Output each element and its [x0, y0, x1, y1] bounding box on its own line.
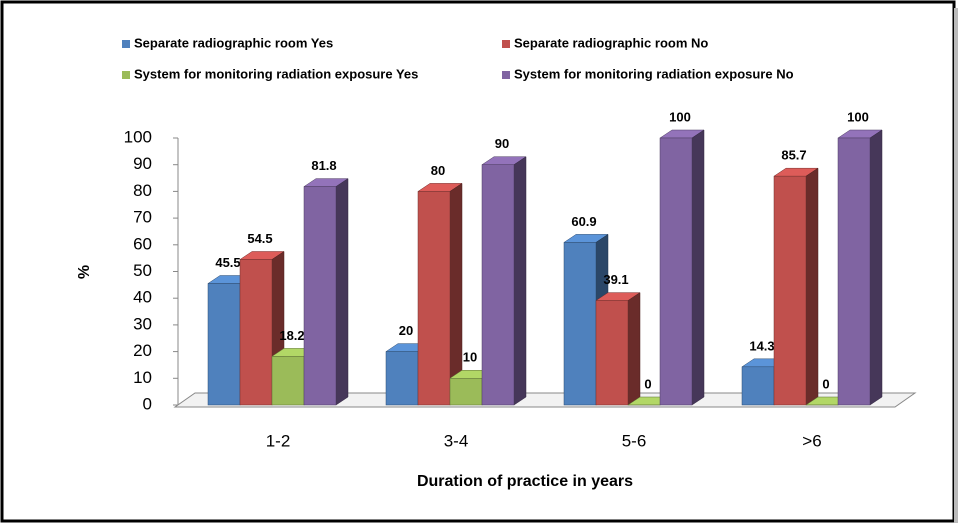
value-label: 20: [399, 323, 413, 338]
y-tick-label: 0: [143, 394, 152, 413]
y-tick-label: 50: [133, 261, 152, 280]
bar: [563, 242, 597, 406]
bar: [417, 191, 451, 406]
bar: [659, 137, 693, 406]
value-label: 45.5: [215, 255, 240, 270]
bar-side: [869, 129, 883, 406]
x-tick-label: >6: [802, 431, 821, 450]
bar-side: [513, 156, 527, 406]
y-tick-label: 80: [133, 181, 152, 200]
y-tick-label: 10: [133, 368, 152, 387]
bar: [207, 283, 241, 406]
bar-side: [627, 292, 641, 406]
y-tick-label: 90: [133, 154, 152, 173]
legend-label: Separate radiographic room Yes: [134, 35, 333, 50]
legend-label: System for monitoring radiation exposure…: [514, 66, 794, 81]
y-tick-label: 30: [133, 314, 152, 333]
bar: [741, 366, 775, 406]
value-label: 100: [847, 109, 869, 124]
value-label: 10: [463, 350, 477, 365]
value-label: 18.2: [279, 328, 304, 343]
value-label: 39.1: [603, 272, 628, 287]
y-tick-label: 60: [133, 234, 152, 253]
bar-side: [805, 167, 819, 406]
x-tick-label: 1-2: [266, 431, 291, 450]
bar-side: [691, 129, 705, 406]
x-tick-label: 3-4: [444, 431, 469, 450]
bar: [271, 356, 305, 406]
legend-swatch: [122, 71, 130, 79]
legend-label: Separate radiographic room No: [514, 35, 708, 50]
value-label: 60.9: [571, 214, 596, 229]
bar: [837, 137, 871, 406]
x-tick-label: 5-6: [622, 431, 647, 450]
bar: [449, 378, 483, 406]
legend-swatch: [122, 40, 130, 48]
x-axis-title: Duration of practice in years: [417, 473, 633, 490]
bar: [481, 164, 515, 406]
value-label: 0: [644, 376, 651, 391]
bar: [303, 186, 337, 406]
value-label: 100: [669, 109, 691, 124]
bar-side: [335, 178, 349, 406]
y-tick-label: 20: [133, 341, 152, 360]
y-tick-label: 70: [133, 208, 152, 227]
bar: [773, 175, 807, 406]
value-label: 85.7: [781, 148, 806, 163]
value-label: 54.5: [247, 231, 272, 246]
bar: [239, 259, 273, 406]
legend-label: System for monitoring radiation exposure…: [134, 66, 418, 81]
floor: [173, 392, 917, 408]
y-axis-title: %: [76, 265, 93, 279]
bar: [595, 300, 629, 406]
y-tick-label: 40: [133, 288, 152, 307]
value-label: 14.3: [749, 338, 774, 353]
value-label: 0: [822, 376, 829, 391]
bar: [385, 351, 419, 406]
value-label: 90: [495, 136, 509, 151]
y-tick-label: 100: [124, 127, 152, 146]
value-label: 81.8: [311, 158, 336, 173]
legend-swatch: [502, 40, 510, 48]
value-label: 80: [431, 163, 445, 178]
legend-swatch: [502, 71, 510, 79]
